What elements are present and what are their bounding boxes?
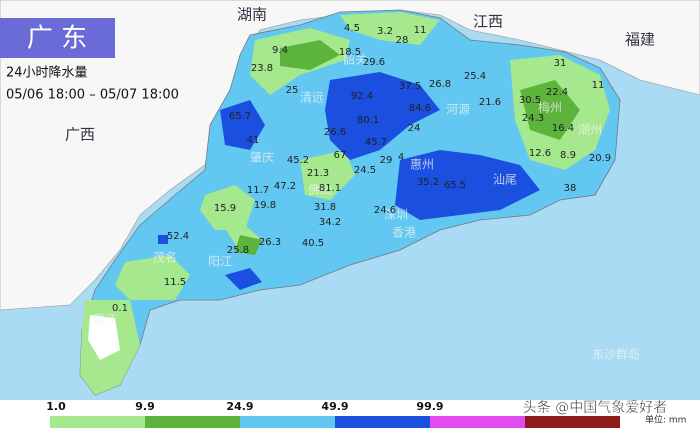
city-label: 佛山: [308, 183, 332, 197]
province-label: 福建: [625, 31, 655, 49]
station-rainfall: 11: [592, 80, 605, 91]
city-label: 汕尾: [493, 173, 517, 187]
province-label: 广西: [65, 126, 95, 144]
legend-swatch: [430, 416, 525, 428]
station-rainfall: 12.6: [529, 148, 551, 159]
city-label: 阳江: [208, 255, 232, 269]
title: 广 东: [27, 24, 87, 54]
city-label: 茂名: [153, 250, 177, 265]
station-rainfall: 65.7: [229, 111, 251, 122]
station-rainfall: 30.5: [519, 95, 541, 106]
title-box: [0, 18, 115, 58]
legend-threshold: 99.9: [416, 400, 443, 413]
city-label: 湛江: [93, 313, 117, 327]
station-rainfall: 26.8: [429, 79, 451, 90]
station-rainfall: 45.7: [365, 137, 387, 148]
watermark: 头条 @中国气象爱好者: [523, 399, 667, 416]
no-rain-area: [88, 315, 120, 360]
legend-swatch: [240, 416, 335, 428]
station-rainfall: 92.4: [351, 91, 373, 102]
station-rainfall: 16.4: [552, 123, 574, 134]
station-rainfall: 21.6: [479, 97, 501, 108]
station-rainfall: 8.9: [560, 150, 576, 161]
neighbor-land: [0, 0, 700, 311]
station-rainfall: 9.4: [272, 45, 288, 56]
station-rainfall: 65.5: [444, 180, 466, 191]
station-rainfall: 29: [380, 155, 393, 166]
station-rainfall: 67: [334, 150, 347, 161]
station-rainfall: 21.3: [307, 168, 329, 179]
station-rainfall: 19.8: [254, 200, 276, 211]
subtitle: 24小时降水量: [6, 66, 88, 81]
station-rainfall: 24.6: [374, 205, 396, 216]
light-rain-area: [80, 12, 610, 395]
station-rainfall: 11.7: [247, 185, 269, 196]
station-rainfall: 24.3: [522, 113, 544, 124]
station-rainfall: 4.5: [344, 23, 360, 34]
station-rainfall: 24: [408, 123, 421, 134]
station-rainfall: 4: [398, 152, 404, 163]
guangdong: [79, 9, 621, 396]
station-rainfall: 37.5: [399, 81, 421, 92]
province-label: 江西: [473, 13, 503, 31]
city-label: 河源: [446, 103, 470, 117]
station-rainfall: 25.4: [464, 71, 486, 82]
station-rainfall: 40.5: [302, 238, 324, 249]
city-label: 惠州: [410, 158, 434, 172]
station-rainfall: 11: [414, 25, 427, 36]
legend-threshold: 9.9: [135, 400, 155, 413]
legend-threshold: 24.9: [226, 400, 253, 413]
city-label: 清远: [300, 91, 324, 105]
station-rainfall: 25.8: [227, 245, 249, 256]
city-label: 肇庆: [250, 150, 274, 165]
station-rainfall: 31.8: [314, 202, 336, 213]
station-rainfall: 34.2: [319, 217, 341, 228]
station-rainfall: 11.5: [164, 277, 186, 288]
legend-swatch: [335, 416, 430, 428]
city-label: 潮州: [578, 122, 602, 137]
station-rainfall: 47.2: [274, 181, 296, 192]
station-rainfall: 25: [286, 85, 299, 96]
station-rainfall: 0.1: [112, 303, 128, 314]
legend-swatch: [145, 416, 240, 428]
station-rainfall: 41: [247, 135, 260, 146]
station-rainfall: 26.6: [324, 127, 346, 138]
city-label: 东沙群岛: [592, 347, 640, 362]
station-rainfall: 52.4: [167, 231, 189, 242]
city-label: 梅州: [538, 100, 562, 115]
province-label: 湖南: [237, 6, 267, 24]
station-rainfall: 3.2: [377, 26, 393, 37]
station-rainfall: 24.5: [354, 165, 376, 176]
station-rainfall: 28: [396, 35, 409, 46]
station-rainfall: 84.6: [409, 103, 431, 114]
station-rainfall: 15.9: [214, 203, 236, 214]
station-rainfall: 45.2: [287, 155, 309, 166]
station-rainfall: 26.3: [259, 237, 281, 248]
legend-threshold: 1.0: [46, 400, 66, 413]
station-rainfall: 29.6: [363, 57, 385, 68]
station-rainfall: 38: [564, 183, 577, 194]
station-rainfall: 22.4: [546, 87, 568, 98]
station-rainfall: 23.8: [251, 63, 273, 74]
station-rainfall: 18.5: [339, 47, 361, 58]
city-label: 韶关: [343, 52, 367, 67]
legend-unit: 单位: mm: [645, 414, 686, 426]
period: 05/06 18:00 – 05/07 18:00: [6, 88, 179, 103]
station-rainfall: 35.2: [417, 177, 439, 188]
legend-swatch: [525, 416, 620, 428]
heavy-rain-area: [158, 72, 540, 290]
station-rainfall: 20.9: [589, 153, 611, 164]
city-label: 香港: [392, 226, 416, 240]
legend-swatch: [50, 416, 145, 428]
station-rainfall: 81.1: [319, 183, 341, 194]
legend-threshold: 49.9: [321, 400, 348, 413]
station-rainfall: 31: [554, 58, 567, 69]
station-rainfall: 80.1: [357, 115, 379, 126]
city-label: 深圳: [384, 208, 408, 222]
